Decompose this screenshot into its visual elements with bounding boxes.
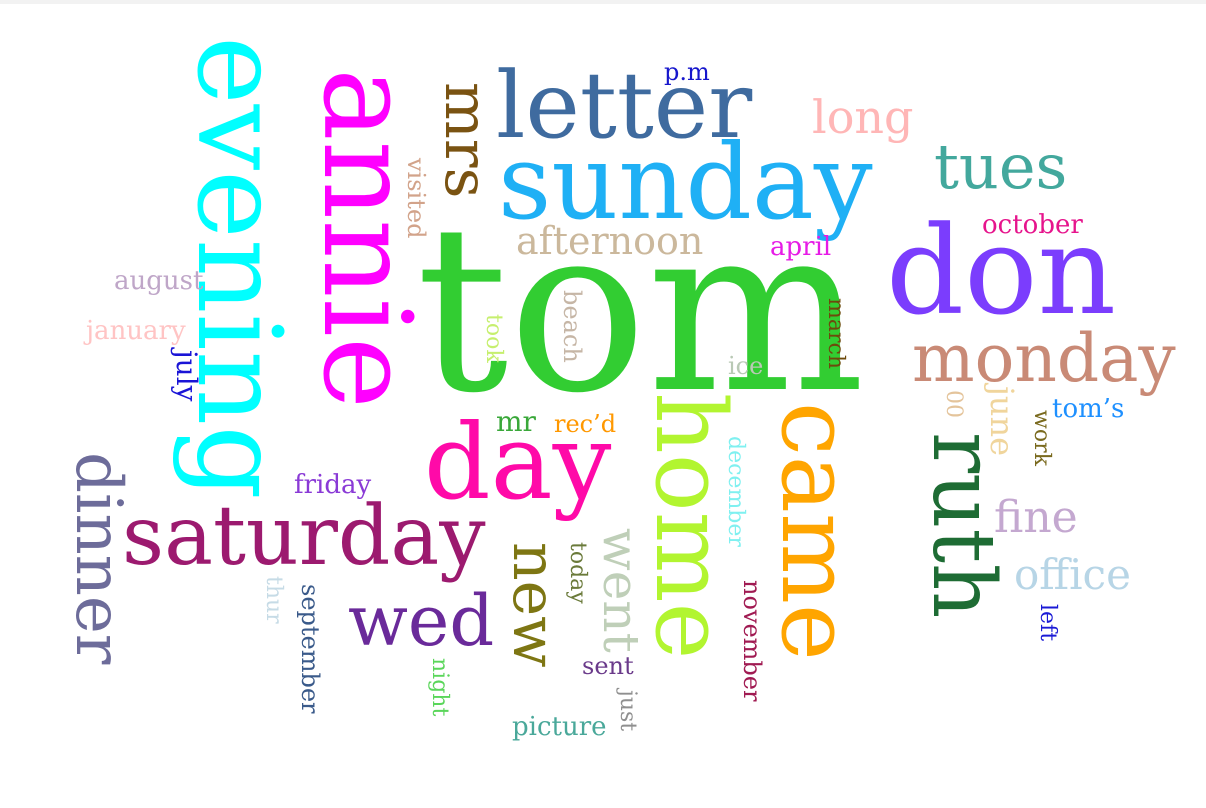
word-march: march xyxy=(823,298,848,369)
word-took: took xyxy=(481,314,506,363)
word-afternoon: afternoon xyxy=(516,219,704,263)
word-october: october xyxy=(982,210,1083,240)
word-work: work xyxy=(1029,410,1054,466)
word-home: home xyxy=(634,392,746,660)
word-day: day xyxy=(424,401,612,523)
word-sent: sent xyxy=(582,652,634,680)
word-night: night xyxy=(427,658,452,717)
word-p-m: p.m xyxy=(664,58,710,86)
word-september: september xyxy=(296,584,324,714)
word-went: went xyxy=(592,528,650,653)
word-dinner: dinner xyxy=(61,452,135,665)
word-visited: visited xyxy=(402,158,430,239)
word-ruth: ruth xyxy=(913,432,1013,619)
word-wed: wed xyxy=(348,580,495,662)
word-friday: friday xyxy=(294,470,372,500)
word-june: june xyxy=(983,386,1021,457)
word-april: april xyxy=(770,232,832,262)
word-annie: annie xyxy=(296,68,438,410)
word-july: july xyxy=(170,350,203,402)
word-tom: tom xyxy=(416,177,865,444)
word-zero-zero: 00 xyxy=(941,390,966,418)
word-recd: rec’d xyxy=(554,410,617,438)
word-new: new xyxy=(499,542,569,668)
word-mrs: mrs xyxy=(431,82,501,199)
word-fine: fine xyxy=(994,492,1078,543)
word-just: just xyxy=(615,690,640,732)
word-monday: monday xyxy=(912,320,1176,397)
word-left: left xyxy=(1035,604,1060,642)
word-november: november xyxy=(738,580,766,702)
word-sunday: sunday xyxy=(498,121,873,243)
word-evening: evening xyxy=(171,36,306,500)
word-today: today xyxy=(565,542,590,604)
word-beach: beach xyxy=(558,290,586,363)
word-came: came xyxy=(760,402,872,661)
word-mr: mr xyxy=(496,405,536,438)
word-december: december xyxy=(723,436,748,547)
word-august: august xyxy=(114,266,204,296)
word-tues: tues xyxy=(934,130,1068,203)
word-january: january xyxy=(86,316,186,346)
word-don: don xyxy=(886,200,1117,342)
word-long: long xyxy=(812,90,914,144)
word-thur: thur xyxy=(261,576,286,624)
word-saturday: saturday xyxy=(122,489,486,584)
word-picture: picture xyxy=(512,712,607,742)
word-office: office xyxy=(1014,550,1131,599)
word-ice: ice xyxy=(728,352,764,380)
word-letter: letter xyxy=(496,52,753,159)
top-strip xyxy=(0,0,1206,4)
word-toms: tom’s xyxy=(1052,394,1125,424)
